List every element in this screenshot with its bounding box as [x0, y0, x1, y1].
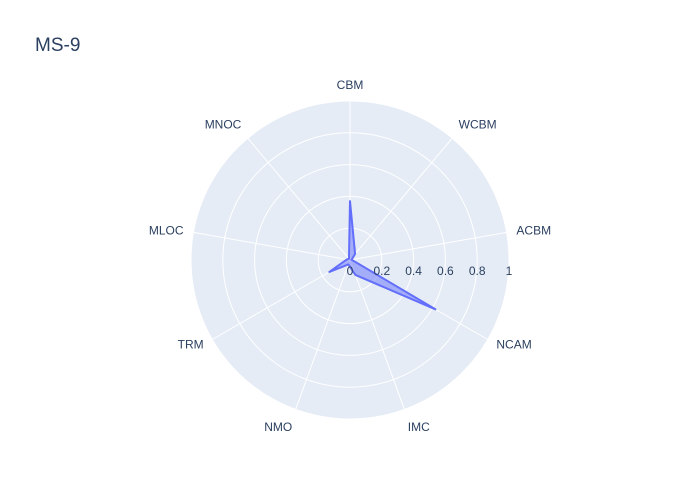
radial-tick-label: 0.4 — [405, 264, 422, 278]
angular-label-mnoc: MNOC — [205, 118, 242, 132]
grid-spoke-mnoc — [247, 137, 351, 261]
polar-grid — [190, 100, 510, 420]
radial-tick-label: 0.2 — [373, 264, 390, 278]
grid-spoke-wcbm — [349, 137, 453, 261]
radial-axis-labels: 0 0.2 0.4 0.6 0.8 1 — [347, 264, 513, 278]
chart-title: MS-9 — [35, 35, 80, 56]
radial-tick-label: 0 — [347, 264, 354, 278]
angular-label-wcbm: WCBM — [459, 118, 497, 132]
series-area-0 — [328, 200, 437, 311]
angular-label-nmo: NMO — [264, 420, 292, 434]
angular-label-acbm: ACBM — [516, 224, 551, 238]
angular-label-cbm: CBM — [337, 78, 364, 92]
radial-tick-label: 1 — [506, 264, 513, 278]
series-layer — [328, 200, 437, 311]
angular-label-imc: IMC — [408, 420, 430, 434]
grid-spoke-mloc — [193, 231, 351, 261]
grid-spoke-imc — [349, 259, 405, 410]
radial-tick-label: 0.8 — [469, 264, 486, 278]
angular-label-trm: TRM — [178, 338, 204, 352]
grid-spoke-trm — [212, 259, 351, 340]
angular-axis-labels: CBM WCBM ACBM NCAM IMC NMO TRM MLOC MNOC — [149, 78, 551, 434]
angular-label-ncam: NCAM — [496, 338, 531, 352]
angular-label-mloc: MLOC — [149, 224, 184, 238]
grid-spoke-nmo — [295, 259, 351, 410]
grid-spoke-acbm — [349, 231, 507, 261]
radial-tick-label: 0.6 — [437, 264, 454, 278]
